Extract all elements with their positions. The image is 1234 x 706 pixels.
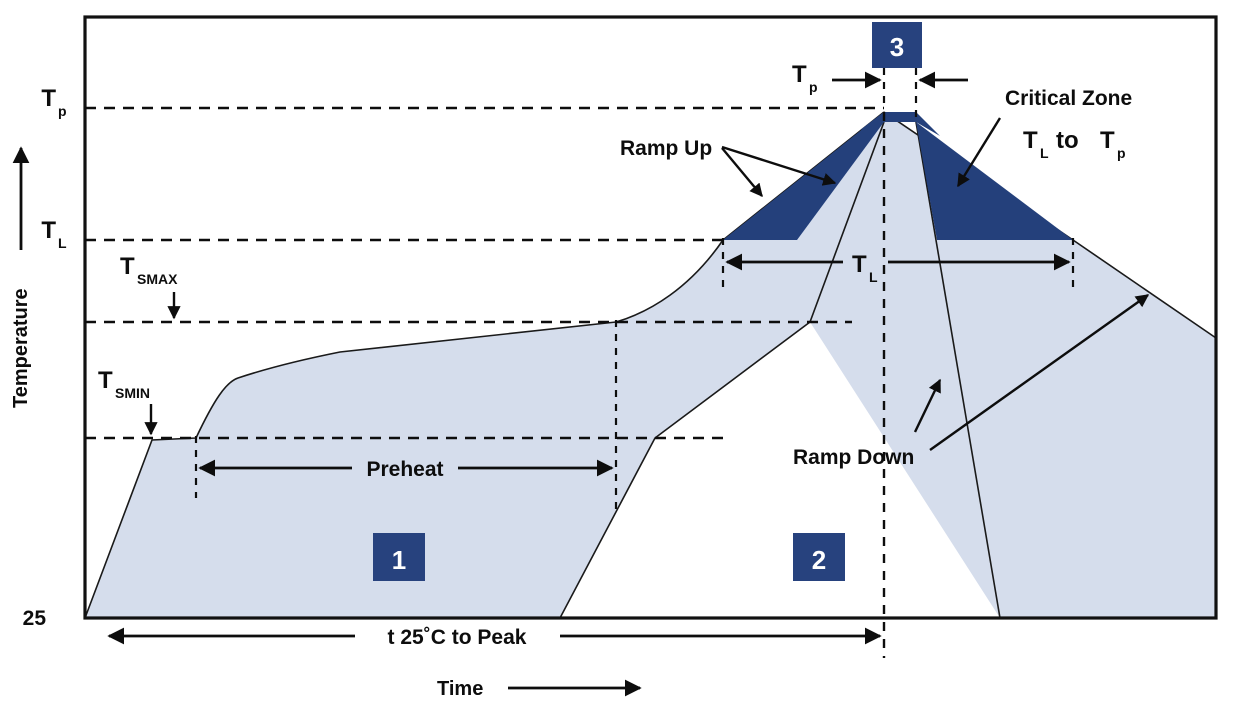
ramp-up-label: Ramp Up bbox=[620, 137, 712, 160]
svg-text:SMAX: SMAX bbox=[137, 271, 178, 287]
svg-text:p: p bbox=[58, 103, 67, 119]
preheat-measurement: Preheat bbox=[198, 458, 614, 481]
svg-text:3: 3 bbox=[890, 32, 904, 62]
tl-span-label: T bbox=[852, 251, 867, 278]
tp-width-measurement: T p bbox=[792, 61, 968, 95]
zone-badge-2: 2 bbox=[793, 533, 845, 581]
svg-text:L: L bbox=[1040, 145, 1049, 161]
svg-text:p: p bbox=[809, 79, 818, 95]
ramp-down-arrow-outer bbox=[929, 294, 1150, 451]
ramp-up-arrow-2 bbox=[721, 145, 837, 186]
svg-text:T: T bbox=[41, 85, 56, 112]
process-envelope-fill bbox=[85, 112, 1216, 618]
time-to-peak-label: t 25˚C to Peak bbox=[388, 626, 527, 649]
svg-text:to: to bbox=[1056, 127, 1079, 154]
plot-frame bbox=[83, 15, 1218, 620]
svg-text:1: 1 bbox=[392, 545, 406, 575]
svg-text:L: L bbox=[869, 269, 878, 285]
tp-measure-label: T bbox=[792, 61, 807, 88]
x-axis-label: Time bbox=[437, 678, 483, 700]
ramp-up-annotation: Ramp Up bbox=[620, 137, 837, 198]
zone-badge-3: 3 bbox=[872, 22, 922, 68]
ramp-down-arrow-inner bbox=[913, 378, 942, 433]
origin-temperature-label: 25 bbox=[23, 607, 47, 630]
critical-zone-annotation: Critical Zone T L to T p bbox=[956, 87, 1132, 188]
svg-text:T: T bbox=[98, 367, 113, 394]
x-axis-label-group: Time bbox=[437, 678, 642, 700]
zone-badge-1: 1 bbox=[373, 533, 425, 581]
ramp-up-arrow-1 bbox=[721, 147, 763, 198]
critical-zone-range: T L to T p bbox=[1023, 127, 1126, 161]
ramp-down-label: Ramp Down bbox=[793, 446, 914, 469]
critical-zone-label: Critical Zone bbox=[1005, 87, 1132, 110]
tsmax-label: T SMAX bbox=[120, 253, 181, 320]
tl-span-measurement: T L bbox=[725, 251, 1071, 285]
critical-zone-arrow bbox=[956, 117, 1002, 188]
critical-zone-fill bbox=[723, 112, 1073, 240]
svg-text:T: T bbox=[41, 217, 56, 244]
svg-text:T: T bbox=[120, 253, 135, 280]
ramp-down-annotation: Ramp Down bbox=[793, 294, 1150, 469]
svg-text:L: L bbox=[58, 235, 67, 251]
preheat-label: Preheat bbox=[366, 458, 443, 481]
time-to-peak-measurement: t 25˚C to Peak bbox=[107, 626, 882, 649]
y-axis-label: Temperature bbox=[10, 288, 32, 408]
svg-text:T: T bbox=[1100, 127, 1115, 154]
svg-text:p: p bbox=[1117, 145, 1126, 161]
svg-text:SMIN: SMIN bbox=[115, 385, 150, 401]
tp-axis-label: T p bbox=[41, 85, 66, 119]
tl-axis-label: T L bbox=[41, 217, 67, 251]
svg-text:2: 2 bbox=[812, 545, 826, 575]
tsmin-label: T SMIN bbox=[98, 367, 158, 436]
svg-text:T: T bbox=[1023, 127, 1038, 154]
